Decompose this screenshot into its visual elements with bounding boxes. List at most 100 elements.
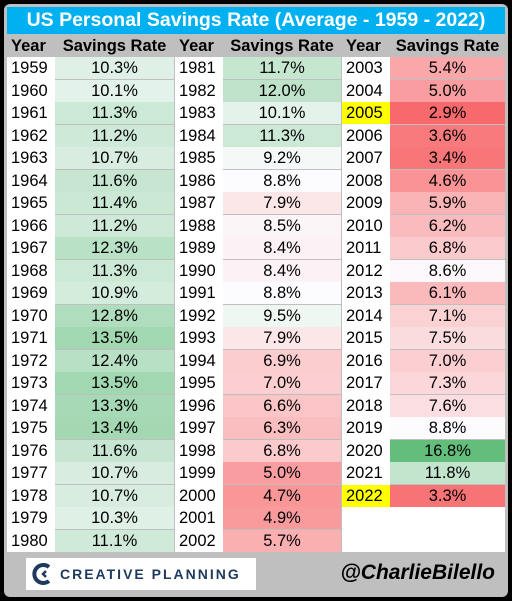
year-cell: 2011 bbox=[342, 237, 390, 259]
year-cell: 1960 bbox=[7, 79, 55, 102]
savings-rate-cell: 9.5% bbox=[223, 304, 341, 327]
savings-rate-cell: 11.4% bbox=[55, 192, 174, 214]
year-cell: 2006 bbox=[342, 124, 390, 147]
year-cell: 1979 bbox=[7, 507, 55, 529]
savings-rate-cell: 7.9% bbox=[223, 327, 341, 349]
savings-rate-cell: 8.8% bbox=[223, 169, 341, 192]
savings-rate-cell: 10.7% bbox=[55, 462, 174, 484]
year-cell: 2008 bbox=[342, 169, 390, 192]
savings-rate-cell: 11.3% bbox=[55, 102, 174, 124]
year-cell: 1992 bbox=[175, 304, 223, 327]
savings-rate-cell: 10.7% bbox=[55, 484, 174, 507]
year-cell: 1973 bbox=[7, 372, 55, 394]
year-cell: 2012 bbox=[342, 259, 390, 282]
savings-rate-cell: 7.6% bbox=[390, 394, 505, 417]
year-cell: 1978 bbox=[7, 484, 55, 507]
creative-planning-logo: CREATIVE PLANNING bbox=[26, 558, 256, 590]
year-cell: 1985 bbox=[175, 147, 223, 169]
savings-rate-cell: 2.9% bbox=[390, 102, 505, 124]
year-cell: 1981 bbox=[175, 57, 223, 79]
savings-rate-cell: 5.7% bbox=[223, 529, 341, 552]
year-cell: 1986 bbox=[175, 169, 223, 192]
year-cell: 1961 bbox=[7, 102, 55, 124]
savings-rate-cell: 11.6% bbox=[55, 169, 174, 192]
savings-rate-cell: 5.4% bbox=[390, 57, 505, 79]
savings-rate-cell: 8.5% bbox=[223, 214, 341, 237]
year-cell: 1963 bbox=[7, 147, 55, 169]
savings-rate-cell: 8.6% bbox=[390, 259, 505, 282]
year-cell: 1971 bbox=[7, 327, 55, 349]
savings-rate-cell: 4.6% bbox=[390, 169, 505, 192]
year-cell: 2010 bbox=[342, 214, 390, 237]
savings-rate-cell: 10.1% bbox=[223, 102, 341, 124]
year-cell: 1993 bbox=[175, 327, 223, 349]
savings-rate-cell: 11.7% bbox=[223, 57, 341, 79]
year-cell: 1989 bbox=[175, 237, 223, 259]
column-header-savings-rate: Savings Rate bbox=[230, 37, 334, 55]
savings-rate-cell: 13.5% bbox=[55, 372, 174, 394]
savings-rate-cell: 12.0% bbox=[223, 79, 341, 102]
savings-rate-cell: 12.8% bbox=[55, 304, 174, 327]
savings-rate-cell: 11.3% bbox=[55, 259, 174, 282]
year-cell: 1997 bbox=[175, 417, 223, 439]
year-cell: 1967 bbox=[7, 237, 55, 259]
savings-rate-cell: 6.3% bbox=[223, 417, 341, 439]
savings-rate-cell: 7.5% bbox=[390, 327, 505, 349]
savings-rate-cell: 5.0% bbox=[223, 462, 341, 484]
savings-rate-table: Year Savings Rate 1959 10.3% 1960 10.1% 1961 11… bbox=[7, 35, 505, 552]
logo-text: CREATIVE PLANNING bbox=[60, 566, 241, 582]
savings-rate-cell: 6.8% bbox=[223, 439, 341, 462]
year-cell: 1994 bbox=[175, 349, 223, 372]
year-cell: 1987 bbox=[175, 192, 223, 214]
column-divider bbox=[341, 35, 342, 552]
year-cell: 2015 bbox=[342, 327, 390, 349]
savings-rate-cell: 4.9% bbox=[223, 507, 341, 529]
savings-rate-cell: 8.8% bbox=[390, 417, 505, 439]
savings-rate-cell: 11.2% bbox=[55, 124, 174, 147]
year-cell: 2005 bbox=[342, 102, 390, 124]
savings-rate-cell: 6.9% bbox=[223, 349, 341, 372]
year-cell: 2019 bbox=[342, 417, 390, 439]
year-cell: 1998 bbox=[175, 439, 223, 462]
year-cell: 1982 bbox=[175, 79, 223, 102]
year-cell: 1975 bbox=[7, 417, 55, 439]
year-cell: 1996 bbox=[175, 394, 223, 417]
footer: CREATIVE PLANNING @CharlieBilello bbox=[7, 552, 505, 594]
column-header-year: Year bbox=[11, 37, 46, 55]
year-cell: 1980 bbox=[7, 529, 55, 552]
savings-rate-cell: 5.9% bbox=[390, 192, 505, 214]
year-cell: 2007 bbox=[342, 147, 390, 169]
year-cell: 1970 bbox=[7, 304, 55, 327]
savings-rate-cell: 8.4% bbox=[223, 237, 341, 259]
savings-rate-cell: 11.8% bbox=[390, 462, 505, 484]
year-cell: 1999 bbox=[175, 462, 223, 484]
year-cell: 1969 bbox=[7, 282, 55, 304]
savings-rate-cell: 6.8% bbox=[390, 237, 505, 259]
year-cell: 1962 bbox=[7, 124, 55, 147]
column-divider bbox=[174, 35, 175, 552]
year-cell: 2022 bbox=[342, 484, 390, 507]
savings-rate-cell: 11.6% bbox=[55, 439, 174, 462]
year-cell: 2020 bbox=[342, 439, 390, 462]
year-cell: 1966 bbox=[7, 214, 55, 237]
savings-rate-cell: 10.3% bbox=[55, 57, 174, 79]
chart-frame: US Personal Savings Rate (Average - 1959… bbox=[4, 4, 508, 597]
year-cell: 2021 bbox=[342, 462, 390, 484]
savings-rate-cell: 13.4% bbox=[55, 417, 174, 439]
column-header-year: Year bbox=[179, 37, 214, 55]
creative-planning-c-logo-icon bbox=[32, 563, 51, 585]
author-handle: @CharlieBilello bbox=[340, 561, 495, 584]
year-cell: 2002 bbox=[175, 529, 223, 552]
savings-rate-cell: 11.3% bbox=[223, 124, 341, 147]
savings-rate-cell: 7.3% bbox=[390, 372, 505, 394]
column-header-year: Year bbox=[346, 37, 381, 55]
year-cell: 1995 bbox=[175, 372, 223, 394]
savings-rate-cell: 11.1% bbox=[55, 529, 174, 552]
year-cell: 1968 bbox=[7, 259, 55, 282]
year-cell: 1983 bbox=[175, 102, 223, 124]
year-cell: 2004 bbox=[342, 79, 390, 102]
savings-rate-cell: 13.5% bbox=[55, 327, 174, 349]
savings-rate-cell: 12.3% bbox=[55, 237, 174, 259]
savings-rate-cell: 8.4% bbox=[223, 259, 341, 282]
year-cell: 1991 bbox=[175, 282, 223, 304]
